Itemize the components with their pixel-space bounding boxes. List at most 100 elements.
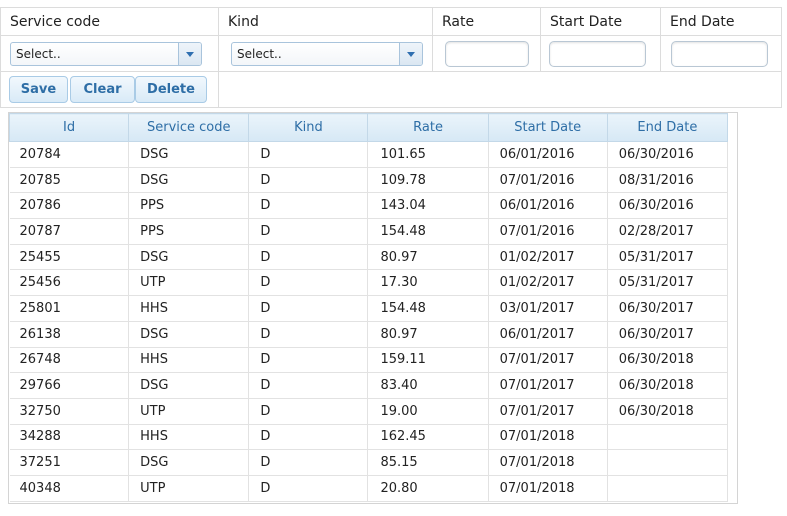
cell-rate: 143.04	[367, 192, 489, 220]
cell-kind: D	[248, 295, 369, 322]
rates-table: Id Service code Kind Rate Start Date End Date…	[8, 113, 729, 502]
column-header-end-date[interactable]: End Date	[606, 113, 729, 142]
table-row[interactable]: 29766 DSG D 83.40 07/01/2017 06/30/2018	[9, 372, 729, 399]
cell-service-code: HHS	[128, 295, 250, 322]
column-header-service-code[interactable]: Service code	[128, 113, 250, 142]
cell-end-date: 06/30/2018	[607, 347, 729, 374]
rate-input[interactable]	[445, 40, 529, 67]
cell-start-date: 07/01/2016	[488, 167, 608, 194]
table-row[interactable]: 25801 HHS D 154.48 03/01/2017 06/30/2017	[9, 295, 729, 322]
cell-service-code: DSG	[128, 372, 250, 399]
cell-kind: D	[248, 347, 369, 374]
table-row[interactable]: 20786 PPS D 143.04 06/01/2016 06/30/2016	[9, 192, 729, 220]
cell-kind: D	[248, 321, 369, 348]
cell-id: 20787	[9, 218, 130, 245]
cell-start-date: 06/01/2017	[488, 321, 608, 348]
entry-form: Service code Kind Rate Start Date End Da…	[0, 7, 782, 108]
cell-end-date: 06/30/2016	[607, 141, 729, 168]
cell-start-date: 07/01/2018	[488, 449, 608, 476]
cell-id: 26138	[9, 321, 130, 348]
delete-button[interactable]: Delete	[135, 76, 207, 103]
cell-service-code: PPS	[128, 218, 250, 245]
end-date-input[interactable]	[671, 40, 768, 67]
cell-start-date: 06/01/2016	[488, 192, 608, 220]
cell-end-date: 06/30/2018	[607, 398, 729, 425]
table-row[interactable]: 32750 UTP D 19.00 07/01/2017 06/30/2018	[9, 398, 729, 425]
cell-rate: 20.80	[367, 475, 489, 502]
table-row[interactable]: 37251 DSG D 85.15 07/01/2018	[9, 449, 729, 476]
cell-kind: D	[248, 398, 369, 425]
table-row[interactable]: 25456 UTP D 17.30 01/02/2017 05/31/2017	[9, 269, 729, 297]
table-row[interactable]: 25455 DSG D 80.97 01/02/2017 05/31/2017	[9, 244, 729, 271]
cell-end-date: 06/30/2016	[607, 192, 729, 220]
cell-end-date	[607, 449, 729, 476]
cell-end-date	[607, 475, 729, 502]
cell-kind: D	[248, 449, 369, 476]
start-date-input[interactable]	[549, 40, 646, 67]
cell-service-code: HHS	[128, 347, 250, 374]
cell-service-code: UTP	[128, 269, 250, 297]
chevron-down-icon[interactable]	[399, 42, 422, 65]
cell-kind: D	[248, 218, 369, 245]
cell-start-date: 07/01/2017	[488, 398, 608, 425]
column-header-start-date[interactable]: Start Date	[487, 113, 608, 142]
cell-rate: 19.00	[367, 398, 489, 425]
cell-end-date: 08/31/2016	[607, 167, 729, 194]
cell-rate: 162.45	[367, 424, 489, 451]
table-row[interactable]: 40348 UTP D 20.80 07/01/2018	[9, 475, 729, 502]
cell-id: 26748	[9, 347, 130, 374]
table-row[interactable]: 20784 DSG D 101.65 06/01/2016 06/30/2016	[9, 141, 729, 168]
column-header-id[interactable]: Id	[8, 113, 130, 142]
cell-start-date: 01/02/2017	[488, 269, 608, 297]
table-row[interactable]: 20787 PPS D 154.48 07/01/2016 02/28/2017	[9, 218, 729, 245]
table-row[interactable]: 26748 HHS D 159.11 07/01/2017 06/30/2018	[9, 347, 729, 374]
table-row[interactable]: 20785 DSG D 109.78 07/01/2016 08/31/2016	[9, 167, 729, 194]
column-header-kind[interactable]: Kind	[248, 113, 369, 142]
cell-kind: D	[248, 475, 369, 502]
cell-service-code: DSG	[128, 244, 250, 271]
start-date-label: Start Date	[540, 7, 661, 36]
cell-id: 40348	[9, 475, 130, 502]
cell-start-date: 07/01/2017	[488, 347, 608, 374]
cell-rate: 101.65	[367, 141, 489, 168]
chevron-down-icon[interactable]	[178, 42, 201, 65]
grid-header-row: Id Service code Kind Rate Start Date End Date	[8, 113, 729, 142]
cell-end-date: 06/30/2017	[607, 295, 729, 322]
cell-service-code: DSG	[128, 321, 250, 348]
cell-id: 20784	[9, 141, 130, 168]
cell-id: 20786	[9, 192, 130, 220]
kind-select-value: Select..	[237, 46, 282, 61]
cell-rate: 17.30	[367, 269, 489, 297]
cell-id: 25455	[9, 244, 130, 271]
grid-body: 20784 DSG D 101.65 06/01/2016 06/30/2016 20785…	[9, 141, 729, 502]
cell-end-date: 05/31/2017	[607, 269, 729, 297]
cell-service-code: UTP	[128, 398, 250, 425]
save-button[interactable]: Save	[9, 76, 68, 103]
cell-id: 29766	[9, 372, 130, 399]
table-row[interactable]: 26138 DSG D 80.97 06/01/2017 06/30/2017	[9, 321, 729, 348]
column-header-rate[interactable]: Rate	[367, 113, 489, 142]
cell-rate: 154.48	[367, 218, 489, 245]
cell-kind: D	[248, 141, 369, 168]
cell-start-date: 01/02/2017	[488, 244, 608, 271]
cell-rate: 80.97	[367, 244, 489, 271]
cell-end-date: 05/31/2017	[607, 244, 729, 271]
cell-start-date: 07/01/2016	[488, 218, 608, 245]
cell-start-date: 07/01/2017	[488, 372, 608, 399]
clear-button[interactable]: Clear	[70, 76, 135, 103]
cell-service-code: UTP	[128, 475, 250, 502]
cell-start-date: 03/01/2017	[488, 295, 608, 322]
cell-service-code: DSG	[128, 167, 250, 194]
service-code-select[interactable]: Select..	[10, 41, 202, 66]
cell-service-code: DSG	[128, 141, 250, 168]
kind-label: Kind	[218, 7, 433, 36]
rates-grid: Id Service code Kind Rate Start Date End Date…	[8, 112, 738, 504]
cell-kind: D	[248, 192, 369, 220]
kind-select[interactable]: Select..	[231, 41, 423, 66]
table-row[interactable]: 34288 HHS D 162.45 07/01/2018	[9, 424, 729, 451]
cell-kind: D	[248, 167, 369, 194]
cell-id: 34288	[9, 424, 130, 451]
cell-rate: 80.97	[367, 321, 489, 348]
cell-id: 25456	[9, 269, 130, 297]
cell-end-date: 02/28/2017	[607, 218, 729, 245]
